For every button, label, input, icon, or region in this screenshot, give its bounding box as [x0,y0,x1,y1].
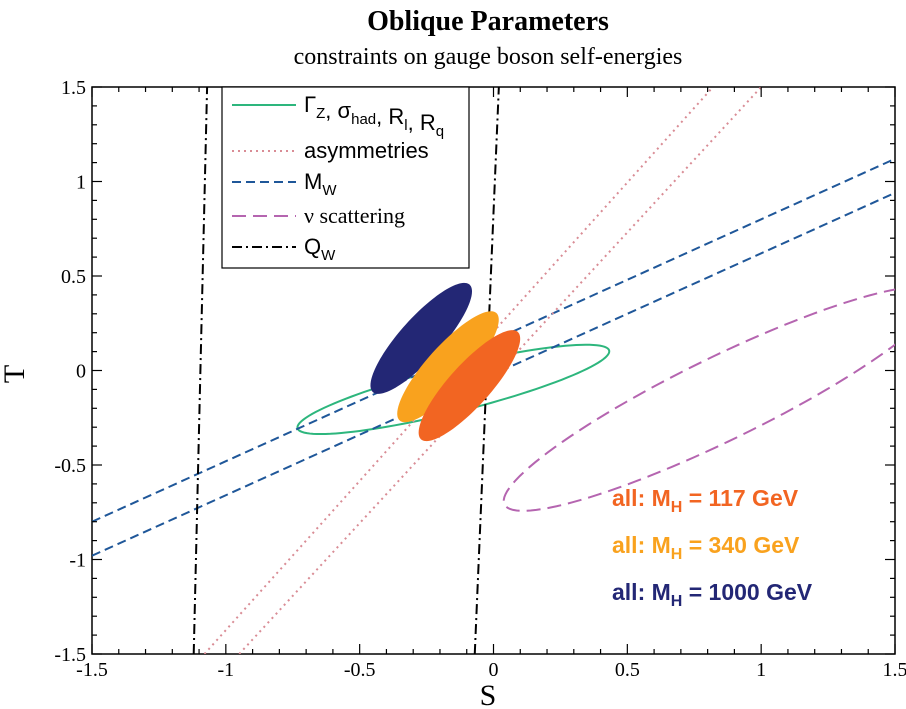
legend-label-mw: MW [304,169,337,199]
higgs-mass-annotations: all: MH = 117 GeV all: MH = 340 GeV all: M… [612,485,813,610]
axis-ticks: -1.5 -1 -0.5 0 0.5 1 1.5 -1.5 -1 -0.5 0 0.5 1 1.5 [54,77,906,681]
mh340-ellipse [397,311,499,423]
qw-left-line [192,87,209,654]
y-tick-label: 1 [76,172,86,194]
plot-data [92,87,895,654]
y-tick-label: -1 [69,550,86,572]
y-tick-label: -0.5 [54,455,86,477]
nu-ellipse-contour [502,288,895,512]
x-tick-label: 1.5 [883,659,906,681]
annotation-mh-2: all: MH = 340 GeV [612,532,800,563]
legend-label-asym: asymmetries [304,138,429,163]
y-axis-label: T [0,365,31,383]
mh117-ellipse [418,330,521,442]
annotation-mh-3: all: MH = 1000 GeV [612,579,813,610]
y-tick-label: -1.5 [54,644,86,666]
x-tick-label: -1 [217,659,234,681]
legend-box [221,86,470,269]
x-tick-label: 1 [756,659,766,681]
chart-title: Oblique Parameters [367,6,609,37]
mh1000-ellipse [370,282,472,394]
legend-label-qw: QW [304,234,336,264]
legend-label-gz: ΓZ, σhad, Rl, Rq [304,92,444,140]
annotation-mh-1: all: MH = 117 GeV [612,485,799,516]
x-axis-label: S [480,679,497,709]
x-tick-label: 0.5 [615,659,640,681]
asym-2-line [203,87,714,654]
chart-subtitle: constraints on gauge boson self-energies [294,44,683,70]
y-tick-label: 0.5 [61,266,86,288]
y-tick-label: 0 [76,361,86,383]
x-tick-label: -0.5 [344,659,376,681]
x-tick-label: 0 [489,659,499,681]
y-tick-label: 1.5 [61,77,86,99]
legend-label-nu: ν scattering [304,203,405,228]
x-tick-label: -1.5 [76,659,108,681]
